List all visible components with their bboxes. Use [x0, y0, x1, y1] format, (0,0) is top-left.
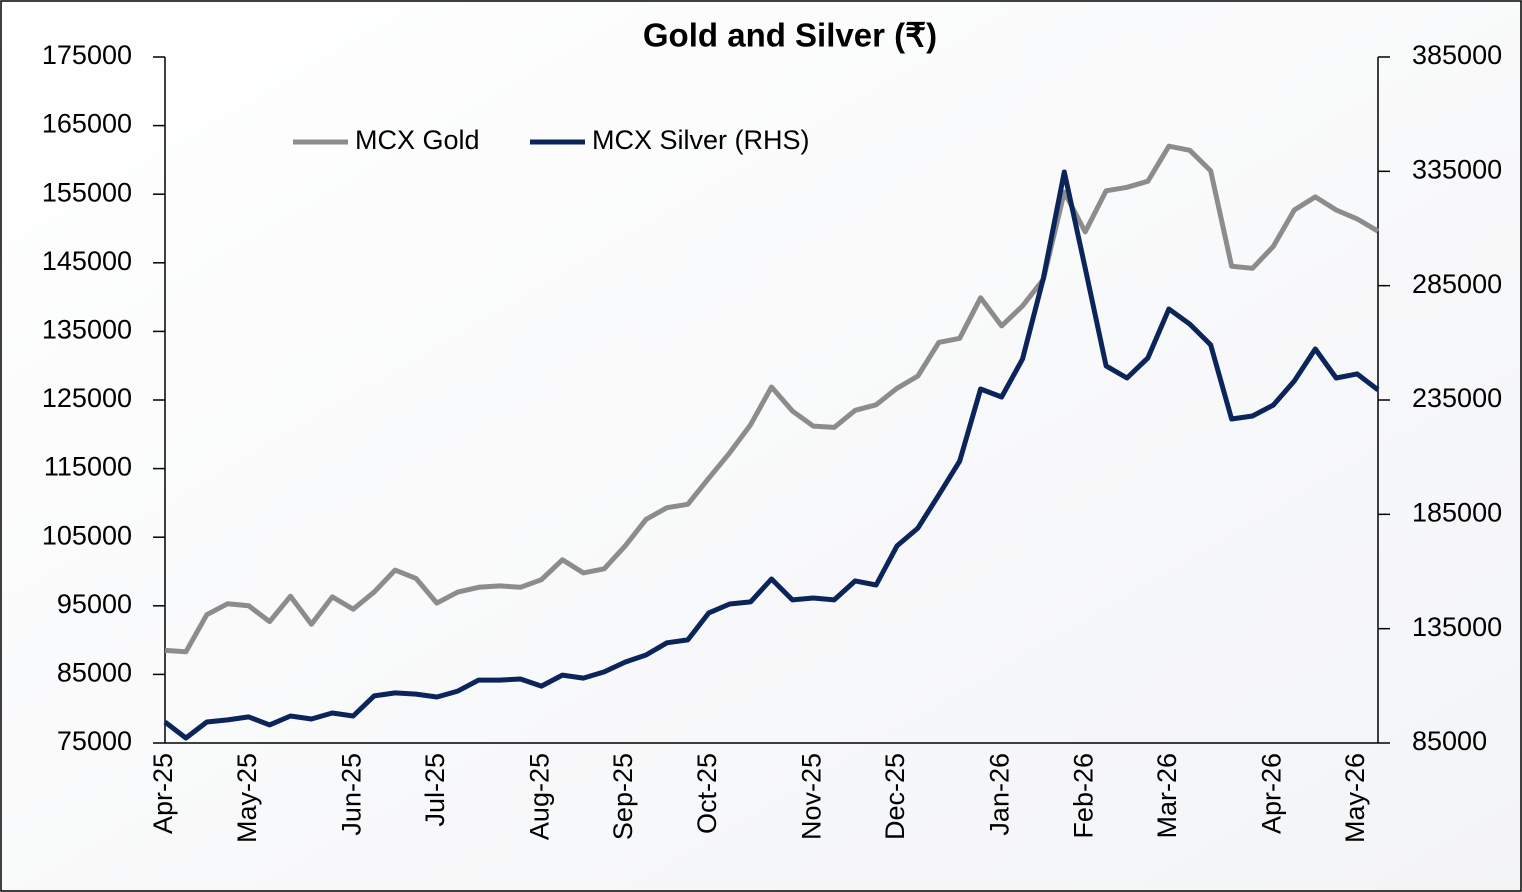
y-tick-label: 165000 [42, 109, 132, 139]
y-tick-label: 105000 [42, 520, 132, 550]
x-tick-label: Nov-25 [796, 753, 826, 840]
y-tick-label: 95000 [57, 589, 132, 619]
x-tick-label: Sep-25 [608, 753, 638, 840]
y-tick-label: 175000 [42, 40, 132, 70]
y-tick-label: 145000 [42, 246, 132, 276]
y2-tick-label: 385000 [1412, 40, 1502, 70]
x-tick-label: Jan-26 [985, 753, 1015, 836]
y2-tick-label: 135000 [1412, 612, 1502, 642]
x-tick-label: Mar-26 [1152, 753, 1182, 839]
legend-label: MCX Gold [355, 125, 480, 155]
x-tick-label: Apr-26 [1257, 753, 1287, 834]
x-tick-label: May-25 [232, 753, 262, 843]
y-tick-label: 85000 [57, 658, 132, 688]
y-tick-label: 155000 [42, 177, 132, 207]
x-tick-label: Oct-25 [692, 753, 722, 834]
legend-label: MCX Silver (RHS) [592, 125, 810, 155]
series-line [164, 143, 1380, 655]
series-line [163, 169, 1380, 741]
y2-tick-label: 335000 [1412, 154, 1502, 184]
x-tick-label: May-26 [1340, 753, 1370, 843]
x-tick-label: Jul-25 [420, 753, 450, 827]
x-tick-label: Dec-25 [880, 753, 910, 840]
y2-tick-label: 185000 [1412, 497, 1502, 527]
y2-tick-label: 235000 [1412, 383, 1502, 413]
chart-title: Gold and Silver (₹) [643, 17, 937, 54]
y2-tick-label: 85000 [1412, 726, 1487, 756]
x-tick-label: Feb-26 [1068, 753, 1098, 839]
y2-tick-label: 285000 [1412, 269, 1502, 299]
x-tick-label: Aug-25 [525, 753, 555, 840]
y-tick-label: 135000 [42, 315, 132, 345]
y-tick-label: 115000 [44, 452, 132, 482]
x-tick-label: Apr-25 [148, 753, 178, 834]
x-tick-label: Jun-25 [336, 753, 366, 836]
y-tick-label: 125000 [42, 383, 132, 413]
y-tick-label: 75000 [57, 726, 132, 756]
